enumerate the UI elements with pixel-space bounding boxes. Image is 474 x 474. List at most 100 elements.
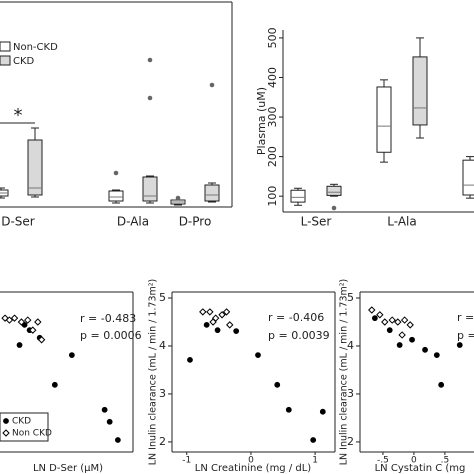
point (37, 336, 46, 344)
point (16, 342, 23, 348)
point (222, 308, 231, 316)
box (27, 139, 43, 196)
x-tick-label: 0 (248, 456, 254, 466)
point (409, 336, 415, 343)
y-axis-title: LN Inulin clearance (mL / min / 1.73m²) (339, 279, 350, 466)
legend-label: Non-CKD (13, 42, 58, 53)
y-tick-label: 400 (266, 67, 279, 88)
y-tick-label: 5 (347, 291, 354, 304)
point (24, 316, 32, 324)
point (114, 437, 121, 443)
category-label: L-Ala (387, 215, 416, 229)
point (10, 314, 19, 322)
y-tick-label: 500 (266, 27, 279, 48)
annotation: p = (457, 329, 474, 342)
point (209, 318, 217, 326)
annotation: p = 0.0039 (268, 329, 330, 342)
point (68, 352, 75, 358)
category-label: D-Ser (1, 215, 35, 229)
x-tick-label: -.5 (377, 456, 389, 466)
point (381, 318, 389, 326)
box (290, 189, 306, 203)
point (199, 308, 207, 316)
box (326, 185, 342, 196)
y-tick-label: 300 (266, 107, 279, 128)
point (34, 318, 42, 326)
box (462, 159, 474, 196)
point (433, 352, 440, 358)
outlier (331, 205, 337, 211)
category-label: D-Ala (117, 215, 149, 229)
point (206, 308, 214, 316)
legend-marker (2, 429, 10, 437)
category-label: L-Ser (301, 215, 332, 229)
legend-marker (3, 418, 9, 424)
point (226, 321, 234, 329)
point (106, 418, 113, 425)
y-tick-label: 4 (347, 339, 354, 352)
x-axis-title: LN D-Ser (μM) (33, 463, 103, 474)
x-tick-label: -1 (182, 456, 191, 466)
point (101, 406, 108, 413)
y-tick-label: 5 (159, 291, 166, 304)
x-tick-label: .5 (441, 456, 450, 466)
point (285, 406, 292, 413)
point (368, 306, 376, 314)
x-tick-label: 1 (312, 456, 318, 466)
y-tick-label: 2 (347, 435, 354, 448)
point (456, 342, 463, 348)
point (386, 327, 393, 334)
legend-swatch (0, 55, 11, 66)
legend-label: CKD (13, 56, 35, 67)
outlier (209, 82, 215, 88)
point (394, 318, 402, 326)
y-axis-title: Plasma (uM) (255, 87, 268, 155)
point (218, 311, 226, 319)
point (319, 408, 326, 415)
point (1, 314, 9, 322)
y-tick-label: 100 (266, 186, 279, 207)
legend-swatch (0, 41, 11, 52)
x-tick-label: 0 (411, 456, 417, 466)
box (204, 184, 220, 202)
box (412, 56, 428, 126)
point (438, 381, 445, 388)
point (51, 381, 58, 388)
point (274, 381, 281, 388)
category-label: D-Pro (179, 215, 212, 229)
legend-label: Non CKD (12, 429, 52, 439)
point (310, 437, 317, 443)
y-tick-label: 2 (159, 435, 166, 448)
annotation: r = -0.483 (80, 312, 136, 325)
legend-label: CKD (12, 417, 31, 427)
point (422, 346, 428, 353)
annotation: r = (457, 311, 474, 324)
point (5, 316, 14, 324)
x-axis-title: LN Creatinine (mg / dL) (195, 463, 312, 474)
point (371, 315, 378, 322)
point (396, 342, 403, 348)
point (17, 318, 26, 326)
outlier (147, 95, 153, 101)
annotation: r = -0.406 (268, 311, 324, 324)
point (388, 316, 396, 324)
y-tick-label: 4 (159, 339, 166, 352)
annotation: * (14, 105, 23, 126)
point (400, 316, 409, 324)
y-tick-label: 3 (159, 387, 166, 400)
point (233, 328, 240, 335)
legend-box (0, 412, 49, 442)
point (187, 356, 193, 363)
y-tick-label: 200 (266, 146, 279, 167)
annotation: p = 0.0006 (80, 329, 142, 342)
point (376, 311, 384, 319)
point (255, 352, 261, 358)
point (398, 331, 406, 339)
point (406, 321, 414, 329)
point (203, 321, 210, 328)
y-tick-label: 3 (347, 387, 354, 400)
box (108, 190, 124, 202)
box (142, 176, 158, 202)
